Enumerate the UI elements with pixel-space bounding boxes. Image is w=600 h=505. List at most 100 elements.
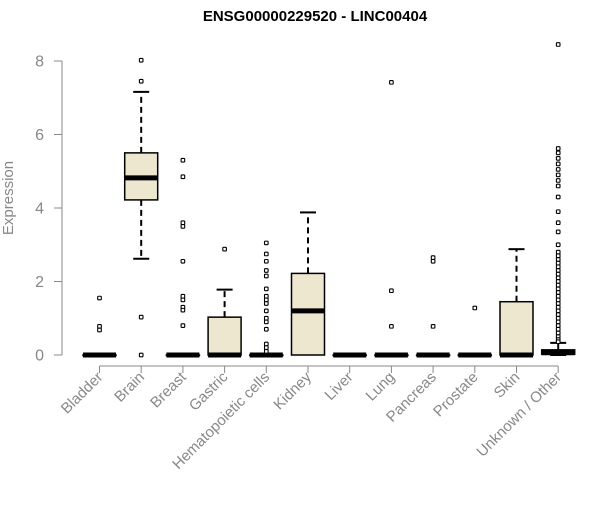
outlier-point bbox=[263, 240, 269, 246]
y-tick-label: 4 bbox=[35, 201, 44, 218]
outlier-point bbox=[180, 293, 186, 299]
outlier-point bbox=[263, 308, 269, 314]
box-prostate bbox=[457, 305, 493, 358]
box-body bbox=[290, 272, 326, 356]
outlier-point bbox=[138, 314, 144, 320]
outlier-point bbox=[555, 304, 561, 310]
outlier-point bbox=[263, 251, 269, 257]
outlier-point bbox=[555, 172, 561, 178]
outlier-point bbox=[555, 242, 561, 248]
outlier-point bbox=[222, 246, 227, 252]
outlier-point bbox=[180, 174, 186, 180]
outlier-point bbox=[555, 264, 561, 270]
outlier-point bbox=[555, 161, 561, 167]
outlier-point bbox=[180, 258, 186, 264]
outlier-point bbox=[555, 339, 561, 345]
box-skin bbox=[499, 248, 534, 358]
outlier-point bbox=[180, 220, 186, 226]
y-tick-label: 6 bbox=[35, 127, 44, 144]
outlier-point bbox=[555, 178, 561, 183]
y-tick-label: 8 bbox=[35, 54, 44, 71]
box-hematopoietic-cells bbox=[249, 240, 284, 358]
outlier-point bbox=[430, 255, 436, 260]
outlier-point bbox=[555, 42, 561, 47]
box-kidney bbox=[290, 211, 326, 356]
outlier-point bbox=[555, 279, 561, 284]
box-lung bbox=[374, 79, 409, 358]
y-axis-label: Expression bbox=[0, 161, 17, 235]
outlier-point bbox=[180, 323, 186, 328]
box-liver bbox=[332, 352, 367, 358]
outlier-point bbox=[555, 220, 561, 226]
x-tick-label: Liver bbox=[322, 369, 357, 404]
box-breast bbox=[165, 157, 201, 358]
outlier-point bbox=[555, 183, 561, 189]
box-brain bbox=[123, 57, 159, 358]
outlier-point bbox=[138, 78, 144, 84]
outlier-point bbox=[555, 315, 561, 321]
outlier-point bbox=[263, 341, 269, 347]
outlier-point bbox=[263, 326, 269, 332]
outlier-point bbox=[180, 307, 186, 313]
box-gastric bbox=[207, 246, 242, 358]
outlier-point bbox=[263, 268, 269, 273]
outlier-point bbox=[389, 79, 394, 85]
outlier-point bbox=[263, 301, 269, 306]
outlier-point bbox=[263, 273, 269, 279]
outlier-point bbox=[389, 288, 394, 294]
chart-title: ENSG00000229520 - LINC00404 bbox=[202, 8, 428, 25]
y-tick-label: 0 bbox=[35, 348, 44, 365]
outlier-point bbox=[389, 323, 394, 329]
x-tick-label: Brain bbox=[111, 369, 148, 406]
outlier-point bbox=[263, 345, 269, 351]
outlier-point bbox=[555, 330, 561, 336]
outlier-point bbox=[97, 327, 102, 333]
x-tick-label: Kidney bbox=[270, 368, 315, 413]
outlier-point bbox=[180, 297, 186, 303]
outlier-point bbox=[263, 293, 269, 299]
outlier-point bbox=[430, 258, 436, 264]
outlier-point bbox=[555, 146, 561, 151]
outlier-point bbox=[555, 326, 561, 332]
outlier-point bbox=[263, 286, 269, 292]
outlier-point bbox=[555, 290, 561, 295]
outlier-point bbox=[555, 260, 561, 266]
outlier-point bbox=[263, 315, 269, 321]
outlier-point bbox=[555, 275, 561, 281]
x-tick-label: Breast bbox=[147, 368, 190, 411]
outlier-point bbox=[555, 229, 561, 235]
box-pancreas bbox=[415, 255, 451, 358]
outlier-point bbox=[555, 293, 561, 299]
x-tick-label: Bladder bbox=[58, 369, 107, 418]
outlier-point bbox=[555, 312, 561, 317]
outlier-point bbox=[555, 268, 561, 273]
outlier-point bbox=[555, 319, 561, 325]
outlier-point bbox=[555, 282, 561, 288]
outlier-point bbox=[263, 348, 269, 354]
outlier-point bbox=[138, 352, 144, 358]
x-tick-label: Prostate bbox=[430, 369, 482, 421]
outlier-point bbox=[555, 308, 561, 314]
outlier-point bbox=[97, 295, 102, 301]
outlier-point bbox=[263, 319, 269, 325]
outlier-point bbox=[555, 209, 561, 215]
box-body bbox=[207, 316, 242, 356]
outlier-point bbox=[555, 286, 561, 292]
outlier-point bbox=[555, 150, 561, 156]
outlier-point bbox=[555, 301, 561, 306]
outlier-point bbox=[180, 157, 186, 163]
outlier-point bbox=[555, 271, 561, 277]
outlier-point bbox=[180, 224, 186, 229]
outlier-point bbox=[263, 258, 269, 264]
box-unknown-other bbox=[540, 42, 576, 356]
outlier-point bbox=[555, 323, 561, 328]
outlier-point bbox=[138, 57, 144, 63]
outlier-point bbox=[97, 323, 102, 329]
outlier-point bbox=[555, 249, 561, 255]
y-tick-label: 2 bbox=[35, 274, 44, 291]
outlier-point bbox=[555, 167, 561, 172]
outlier-point bbox=[555, 257, 561, 262]
x-tick-label: Lung bbox=[363, 369, 399, 405]
